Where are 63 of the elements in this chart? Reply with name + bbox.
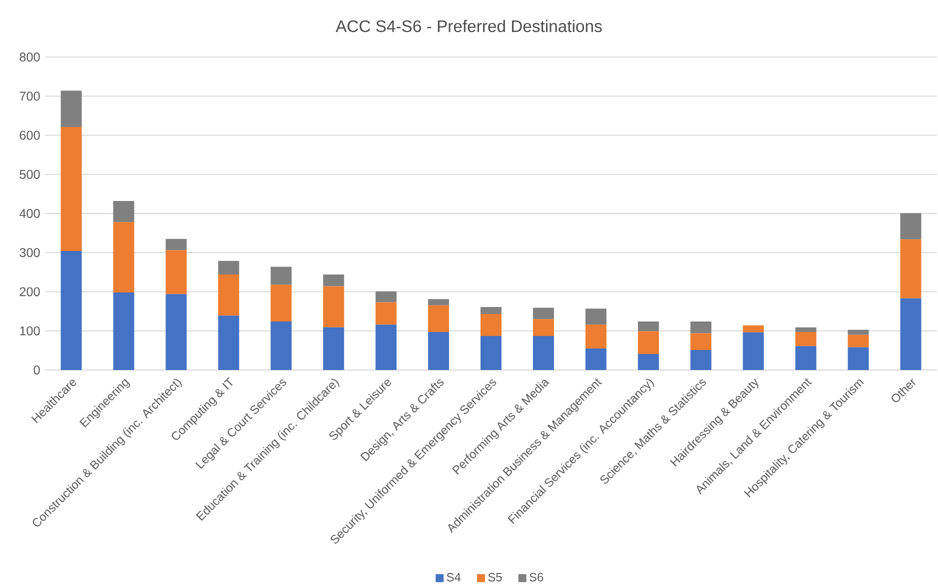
bar	[638, 354, 659, 370]
bar	[900, 213, 922, 240]
bar	[795, 346, 816, 370]
bar	[166, 294, 187, 370]
bar	[638, 321, 659, 332]
bar	[218, 260, 240, 275]
bar	[900, 239, 922, 298]
bar	[113, 292, 134, 370]
bar	[900, 298, 922, 370]
y-tick-label: 300	[20, 248, 40, 258]
bar	[795, 327, 816, 332]
bar	[848, 334, 869, 348]
bar	[113, 222, 134, 293]
bar	[376, 291, 397, 302]
bar	[218, 274, 240, 316]
chart-title: ACC S4-S6 - Preferred Destinations	[336, 20, 602, 32]
legend-label: S4	[446, 572, 461, 582]
bar	[848, 347, 869, 370]
bar	[60, 90, 82, 128]
bar	[428, 305, 450, 332]
bar	[690, 333, 712, 350]
bar	[532, 308, 554, 320]
bar	[585, 308, 606, 325]
bar	[428, 332, 450, 370]
bar	[480, 336, 502, 370]
bar	[638, 331, 659, 354]
bar	[60, 251, 82, 370]
bar	[166, 250, 187, 294]
legend-label: S5	[488, 572, 502, 582]
bar	[376, 302, 397, 325]
bar	[60, 127, 82, 252]
y-tick-label: 200	[20, 287, 40, 296]
bar	[742, 332, 764, 370]
y-tick-label: 400	[19, 209, 40, 218]
bar	[270, 266, 292, 285]
bar	[585, 324, 606, 348]
bar	[166, 238, 187, 250]
bar	[323, 274, 344, 286]
bar	[270, 321, 292, 370]
bar	[270, 284, 292, 322]
bar	[848, 330, 869, 335]
bar	[532, 319, 554, 336]
y-tick-label: 100	[20, 326, 40, 336]
bar	[690, 350, 712, 370]
y-tick-label: 0	[34, 366, 40, 374]
bar	[218, 316, 240, 370]
bar	[323, 286, 344, 328]
bar	[690, 321, 712, 334]
bar	[376, 324, 397, 370]
bar	[428, 299, 450, 306]
y-tick-label: 600	[20, 130, 40, 140]
bar	[585, 348, 606, 370]
bar	[480, 314, 502, 336]
bar	[532, 336, 554, 370]
y-tick-label: 700	[20, 92, 40, 101]
y-tick-label: 500	[20, 170, 40, 179]
bar	[323, 327, 344, 370]
legend-label: S6	[530, 572, 544, 582]
y-tick-label: 800	[20, 52, 40, 62]
bar	[742, 325, 764, 332]
bar	[113, 200, 134, 222]
bar	[795, 332, 816, 346]
bar	[480, 307, 502, 314]
